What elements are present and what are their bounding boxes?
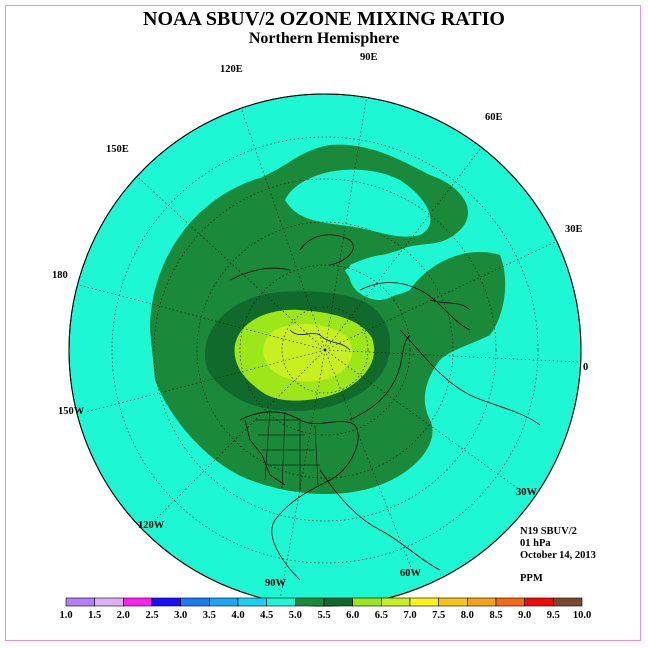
lon-label-90w: 90W (265, 578, 287, 589)
colorbar-tick-label: 8.5 (489, 610, 502, 621)
colorbar-swatch (94, 597, 124, 607)
colorbar-tick-label: 4.5 (260, 610, 273, 621)
lon-label-120w: 120W (138, 520, 165, 531)
lon-label-150w: 150W (58, 406, 85, 417)
region-6-5 (263, 323, 353, 382)
colorbar-swatch (266, 597, 296, 607)
pressure-label: 01 hPa (520, 538, 551, 549)
colorbar-swatch (295, 597, 325, 607)
colorbar-swatch (180, 597, 210, 607)
colorbar-tick-label: 7.0 (403, 610, 416, 621)
colorbar-tick-label: 1.0 (59, 610, 72, 621)
colorbar-swatch (467, 597, 497, 607)
map-subtitle: Northern Hemisphere (248, 30, 400, 47)
lon-label-90e: 90E (360, 52, 378, 63)
colorbar-tick-label: 4.0 (231, 610, 244, 621)
colorbar-swatch (209, 597, 239, 607)
instrument-label: N19 SBUV/2 (520, 526, 577, 537)
colorbar-swatch (409, 597, 439, 607)
colorbar-tick-label: 6.5 (375, 610, 388, 621)
figure-frame (5, 5, 641, 641)
colorbar-tick-label: 9.5 (547, 610, 560, 621)
colorbar-tick-label: 8.0 (461, 610, 474, 621)
colorbar-swatch (381, 597, 411, 607)
units-label: PPM (520, 573, 543, 584)
colorbar-tick-label: 3.0 (174, 610, 187, 621)
graticule (71, 94, 579, 601)
lon-label-30w: 30W (516, 487, 538, 498)
colorbar-swatch (524, 597, 554, 607)
lon-label-150e: 150E (106, 144, 129, 155)
lon-label-120e: 120E (220, 64, 243, 75)
us-states (255, 409, 320, 490)
colorbar-swatch (123, 597, 153, 607)
colorbar-swatch (323, 597, 353, 607)
colorbar-tick-label: 2.5 (145, 610, 158, 621)
coastlines (229, 234, 541, 581)
colorbar-swatch (65, 597, 95, 607)
lon-label-30e: 30E (565, 224, 583, 235)
colorbar: 1.0 1.5 2.0 2.5 3.0 3.5 4.0 4.5 5.0 5.5 6.0 6.5 7.0 7… (59, 597, 591, 621)
colorbar-tick-label: 5.0 (289, 610, 302, 621)
colorbar-tick-label: 10.0 (573, 610, 591, 621)
date-label: October 14, 2013 (520, 550, 596, 561)
colorbar-swatch (237, 597, 267, 607)
colorbar-tick-label: 7.5 (432, 610, 445, 621)
colorbar-swatch (438, 597, 468, 607)
lon-label-60w: 60W (400, 568, 422, 579)
colorbar-tick-label: 3.5 (203, 610, 216, 621)
colorbar-swatch (352, 597, 382, 607)
lon-label-180: 180 (52, 270, 68, 281)
colorbar-tick-label: 5.5 (317, 610, 330, 621)
colorbar-tick-label: 2.0 (117, 610, 130, 621)
colorbar-swatch (553, 597, 583, 607)
colorbar-swatch (495, 597, 525, 607)
colorbar-swatch (151, 597, 181, 607)
map-title: NOAA SBUV/2 OZONE MIXING RATIO (143, 8, 505, 30)
colorbar-tick-label: 6.0 (346, 610, 359, 621)
colorbar-tick-label: 1.5 (88, 610, 101, 621)
colorbar-tick-label: 9.0 (518, 610, 531, 621)
lon-label-0: 0 (583, 362, 588, 373)
lon-label-60e: 60E (485, 112, 503, 123)
